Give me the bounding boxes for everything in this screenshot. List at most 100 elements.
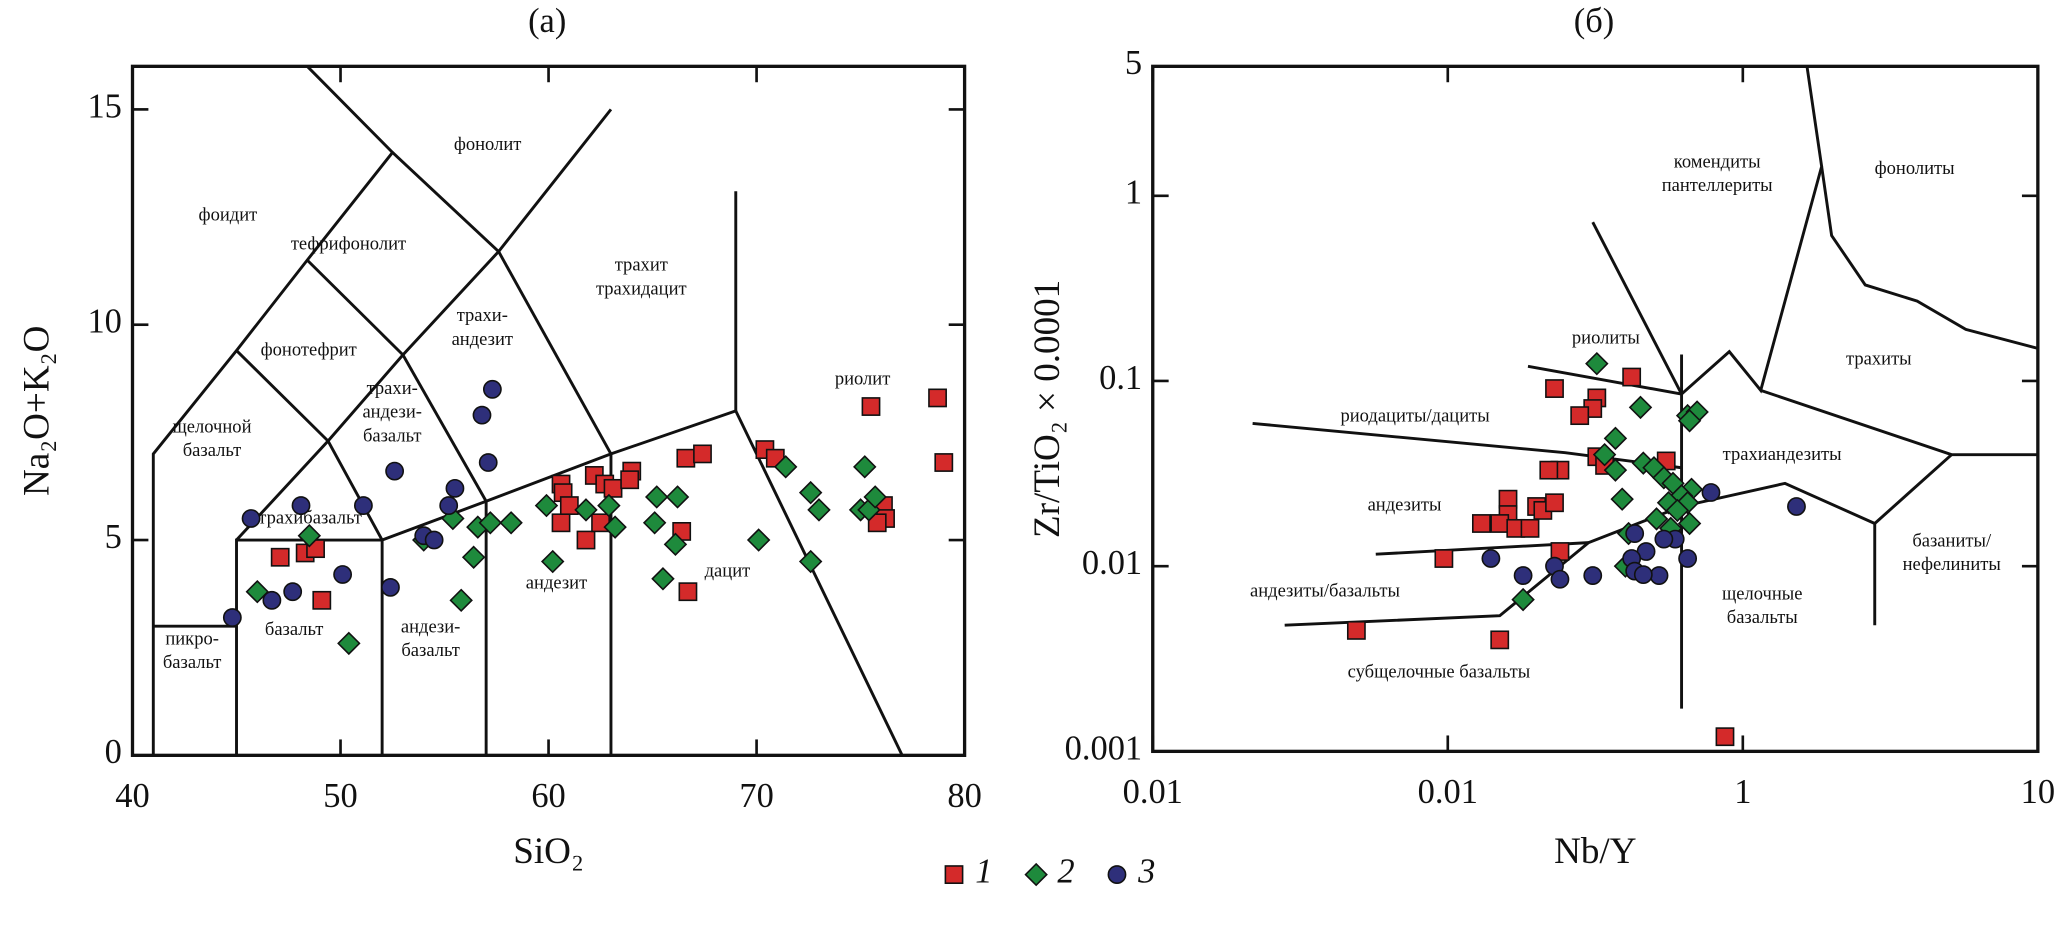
x-tick-label: 80 — [947, 777, 981, 815]
point — [644, 485, 669, 509]
y-tick-label: 5 — [105, 518, 122, 556]
field-boundary — [401, 354, 488, 502]
field-label: дацит — [705, 561, 751, 582]
point — [1513, 566, 1533, 585]
point — [283, 582, 303, 602]
field-label: риодациты/дациты — [1340, 406, 1490, 427]
point — [1481, 549, 1501, 568]
field-label: андезиты/базальты — [1250, 581, 1401, 602]
point — [551, 513, 571, 533]
chart-title: (б) — [1574, 2, 1614, 40]
y-tick-label: 10 — [87, 303, 121, 341]
point — [1490, 630, 1510, 650]
point — [439, 496, 459, 515]
field-boundary — [1527, 364, 1682, 396]
point — [746, 528, 771, 552]
x-tick-label: 70 — [739, 777, 773, 815]
x-tick-label: 10 — [2021, 773, 2055, 811]
x-tick-label: 60 — [531, 777, 565, 815]
field-label: фонотефрит — [261, 339, 357, 360]
point — [559, 496, 579, 515]
point — [461, 545, 486, 569]
point — [245, 579, 270, 604]
field-boundary — [151, 65, 395, 756]
field-boundary — [326, 440, 384, 541]
field-boundary — [1680, 66, 1824, 396]
field-boundary — [306, 259, 404, 356]
point — [445, 478, 465, 498]
field-label: андези- — [401, 616, 460, 637]
point — [424, 530, 444, 550]
point — [1677, 409, 1702, 433]
point — [540, 549, 565, 574]
field-boundary — [1591, 221, 1683, 395]
field-label: базальт — [163, 652, 222, 673]
field-label: андезит — [452, 329, 513, 350]
point — [928, 388, 947, 408]
x-axis-label: Nb/Y — [1554, 831, 1636, 872]
point — [478, 511, 503, 535]
point — [798, 480, 823, 505]
point — [867, 513, 887, 533]
point — [1701, 483, 1721, 502]
point — [337, 631, 361, 656]
point — [1787, 497, 1806, 516]
legend-label: 1 — [975, 852, 992, 890]
point — [576, 530, 596, 550]
field-boundary — [235, 409, 737, 756]
field-label: риолит — [835, 369, 891, 390]
point — [934, 453, 954, 472]
point — [312, 590, 332, 610]
point — [807, 498, 831, 522]
point — [1644, 507, 1669, 531]
y-axis-label: Na₂O+K₂O — [16, 326, 57, 496]
point — [676, 448, 696, 468]
plot-frame — [130, 64, 967, 757]
point — [381, 577, 400, 597]
point — [1570, 406, 1590, 426]
point — [1490, 514, 1510, 533]
point — [1539, 460, 1559, 480]
point — [1346, 620, 1366, 640]
field-label: базальты — [1727, 607, 1799, 628]
y-tick-label: 0.1 — [1099, 359, 1142, 397]
field-boundary — [235, 349, 330, 443]
point — [853, 455, 877, 479]
point — [478, 453, 498, 472]
point — [1677, 511, 1702, 536]
field-label: фонолит — [454, 134, 522, 155]
point — [1592, 442, 1617, 467]
point — [1471, 514, 1491, 533]
field-label: трахит — [615, 255, 668, 276]
x-tick-label: 1 — [1734, 773, 1751, 811]
field-label: фоидит — [199, 204, 258, 225]
field-label: базальт — [401, 640, 460, 661]
field-label: фонолиты — [1875, 158, 1956, 179]
point — [678, 582, 698, 602]
point — [861, 397, 881, 416]
point — [472, 405, 492, 425]
point — [1633, 565, 1653, 585]
field-label: субщелочные базальты — [1348, 661, 1531, 682]
field-label: риолиты — [1572, 328, 1641, 349]
point — [291, 496, 311, 515]
field-label: андези- — [362, 402, 421, 423]
y-tick-label: 1 — [1125, 174, 1142, 212]
field-label: трахи- — [457, 305, 508, 326]
field-label: трахи- — [367, 378, 418, 399]
point — [603, 478, 623, 498]
field-boundary — [497, 250, 613, 455]
point — [663, 532, 688, 557]
point — [1610, 487, 1634, 511]
y-tick-label: 0.01 — [1082, 544, 1142, 582]
point — [222, 608, 242, 627]
field-label: щелочной — [172, 416, 251, 437]
field-label: тефрифонолит — [291, 233, 406, 254]
field-label: андезиты — [1368, 494, 1442, 515]
field-label: пикро- — [165, 628, 219, 649]
plot-frame — [1151, 64, 2040, 754]
field-label: андезит — [526, 573, 587, 594]
point — [1649, 566, 1669, 585]
field-boundary — [734, 410, 904, 756]
